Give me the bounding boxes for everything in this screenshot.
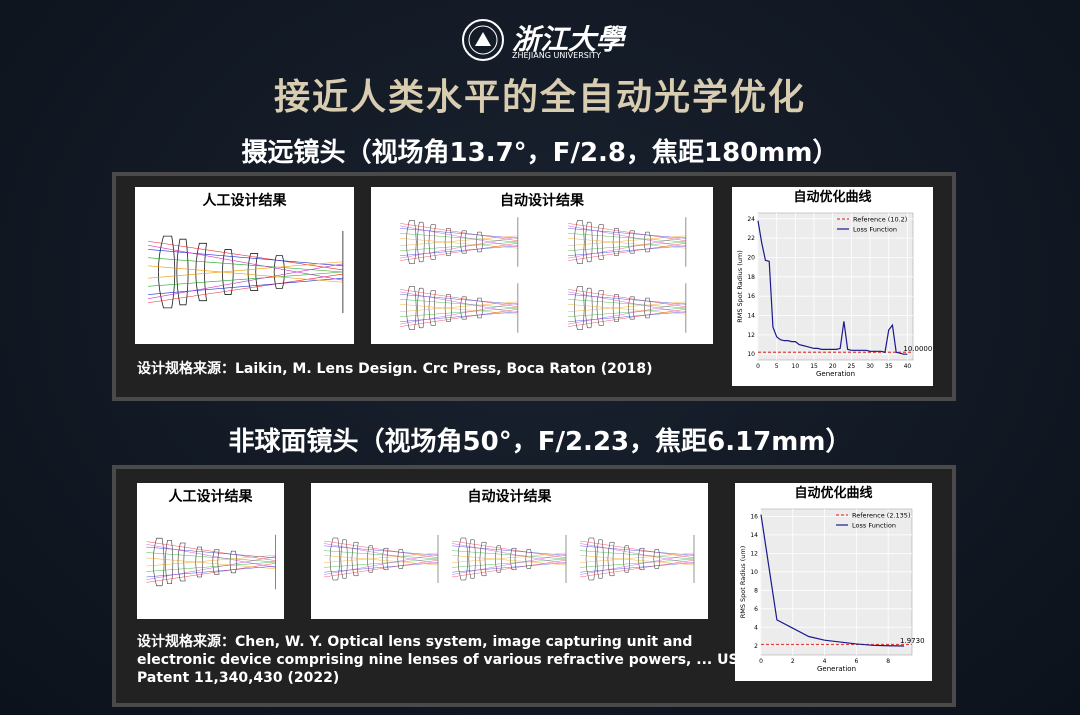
chart: 自动优化曲线 10 12 14 16 18 20 22 24 0 5 10 15 20 25 30 35 40 Re… [732,187,933,386]
x-tick-label: 6 [854,658,858,665]
plot-area [757,212,914,361]
source-line: Patent 11,340,430 (2022) [137,670,340,686]
x-tick-label: 40 [904,363,912,370]
x-axis-label: Generation [816,370,855,378]
legend-label: Reference (2.135) [852,512,910,520]
logo-text: 浙江大學 [512,23,625,56]
y-tick-label: 12 [750,550,758,557]
x-tick-label: 0 [759,658,763,665]
y-tick-label: 22 [747,235,755,242]
section-heading: 非球面镜头（视场角50°，F/2.23，焦距6.17mm） [228,427,852,457]
chart-title: 自动优化曲线 [793,189,871,205]
x-tick-label: 4 [823,658,827,665]
y-tick-label: 18 [747,274,755,281]
auto-design: 自动设计结果 [311,483,708,619]
annotation: 10.0000 [903,345,932,353]
box-label: 人工设计结果 [168,489,253,505]
source: 设计规格来源：Chen, W. Y. Optical lens system, … [137,633,739,687]
x-tick-label: 20 [829,363,837,370]
annotation: 1.9730 [900,637,925,645]
lens-diagrams [323,534,695,584]
chart: 自动优化曲线 2 4 6 8 10 12 14 16 0 2 4 6 8 Reference (2.135)… [735,483,932,681]
x-tick-label: 8 [886,658,890,665]
x-tick-label: 2 [791,658,795,665]
y-tick-label: 16 [750,513,758,520]
x-tick-label: 5 [775,363,779,370]
legend-label: Loss Function [853,226,897,234]
series-line [760,514,905,647]
lens-diagram [147,230,344,314]
auto-design: 自动设计结果 [371,187,713,344]
y-tick-label: 6 [754,606,758,613]
x-tick-label: 35 [885,363,893,370]
y-tick-label: 12 [747,332,755,339]
logo-sub: ZHEJIANG UNIVERSITY [512,51,601,60]
x-tick-label: 10 [792,363,800,370]
manual-design: 人工设计结果 [135,187,354,344]
y-tick-label: 2 [754,643,758,650]
x-tick-label: 0 [756,363,760,370]
y-tick-label: 10 [750,569,758,576]
y-tick-label: 10 [747,351,755,358]
x-tick-label: 30 [866,363,874,370]
y-tick-label: 24 [747,216,755,223]
section-heading: 摄远镜头（视场角13.7°，F/2.8，焦距180mm） [241,138,839,168]
page-title: 接近人类水平的全自动光学优化 [273,77,806,118]
x-tick-label: 15 [810,363,818,370]
box-label: 人工设计结果 [202,193,287,209]
source-line: electronic device comprising nine lenses… [137,652,739,668]
manual-design: 人工设计结果 [137,483,284,619]
y-tick-label: 20 [747,254,755,261]
lens-diagram [145,534,277,590]
source-line: 设计规格来源：Chen, W. Y. Optical lens system, … [137,634,693,650]
x-axis-label: Generation [817,665,856,673]
legend-label: Loss Function [852,522,896,530]
y-axis-label: RMS Spot Radius (um) [739,546,747,619]
y-tick-label: 4 [754,624,758,631]
series-line [757,220,908,355]
legend-label: Reference (10.2) [853,216,907,224]
source: 设计规格来源：Laikin, M. Lens Design. Crc Press… [137,361,653,377]
y-tick-label: 16 [747,293,755,300]
y-tick-label: 14 [750,532,758,539]
plot-area [760,508,913,656]
lens-diagrams [399,216,687,334]
x-tick-label: 25 [848,363,856,370]
y-tick-label: 8 [754,587,758,594]
box-label: 自动设计结果 [500,193,584,209]
y-tick-label: 14 [747,313,755,320]
logo-emblem [462,19,504,61]
box-label: 自动设计结果 [467,489,552,505]
y-axis-label: RMS Spot Radius (um) [736,250,744,323]
chart-title: 自动优化曲线 [794,485,872,501]
